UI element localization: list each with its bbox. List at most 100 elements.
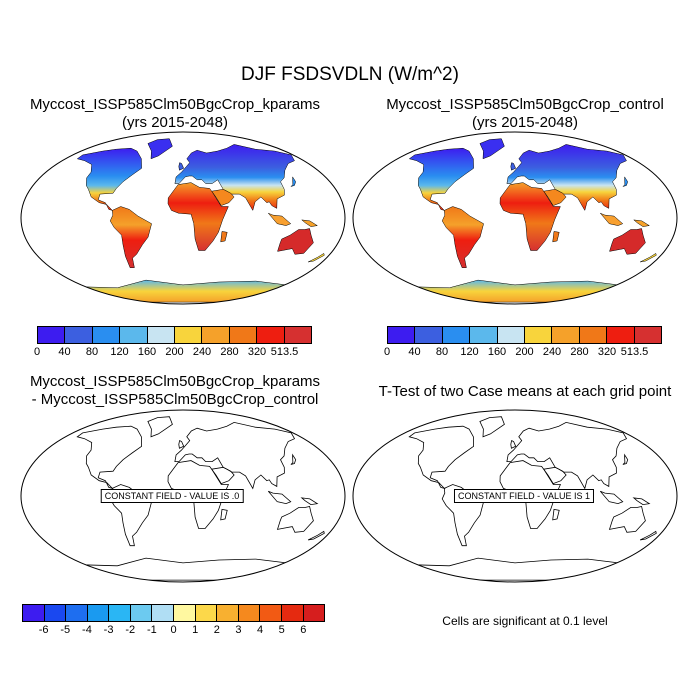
panel-2-title: Myccost_ISSP585Clm50BgcCrop_control (yrs…: [350, 96, 700, 132]
panel-2-title-line1: Myccost_ISSP585Clm50BgcCrop_control: [386, 96, 664, 113]
colorbar-abs-left-tick-label: 0: [33, 346, 41, 358]
landmass-madagascar: [552, 231, 560, 243]
map-border: [20, 409, 346, 583]
colorbar-abs-left-tick-label: 513.5: [270, 346, 299, 358]
significance-note: Cells are significant at 0.1 level: [442, 614, 608, 628]
colorbar-abs-right-swatch: [552, 327, 580, 343]
colorbar-diff-tick-label: -4: [82, 624, 92, 636]
landmass-uk: [178, 162, 185, 171]
landmass-greenland: [147, 416, 173, 438]
map-svg: [20, 131, 346, 305]
colorbar-diff-swatch: [152, 605, 175, 621]
landmass-indonesia: [267, 490, 292, 505]
landmass-indonesia: [599, 490, 624, 505]
colorbar-abs-left-swatch: [284, 327, 312, 343]
colorbar-abs-left-swatch: [175, 327, 203, 343]
colorbar-abs-right-tick-label: 160: [487, 346, 507, 358]
panel-2-title-line2: (yrs 2015-2048): [472, 114, 578, 131]
landmass-madagascar: [552, 508, 560, 521]
landmass-japan: [290, 176, 296, 187]
colorbar-diff-swatch: [303, 605, 325, 621]
colorbar-abs-left-swatch: [229, 327, 258, 343]
colorbar-abs-right-tick-label: 40: [408, 346, 421, 358]
landmass-eurasia: [506, 144, 627, 212]
landmass-australia: [276, 506, 314, 533]
colorbar-diff-tick-label: -2: [125, 624, 136, 636]
colorbar-abs-right-swatch: [579, 327, 608, 343]
landmass-australia: [277, 228, 314, 255]
panel-4-title-line1: T-Test of two Case means at each grid po…: [378, 383, 672, 400]
landmass-newguinea: [300, 497, 319, 506]
colorbar-abs-left-swatch: [120, 327, 148, 343]
colorbar-diff-swatch: [130, 605, 153, 621]
panel-1-title-line1: Myccost_ISSP585Clm50BgcCrop_kparams: [29, 96, 321, 113]
colorbar-diff-tick-label: -6: [38, 624, 49, 636]
landmass-uk: [178, 440, 185, 449]
colorbar-abs-left-tick-label: 200: [165, 346, 184, 358]
map-svg: [352, 131, 678, 305]
landmass-japan: [290, 453, 297, 465]
landmass-nz: [639, 253, 657, 263]
panel-1-title-line2: (yrs 2015-2048): [122, 114, 228, 131]
colorbar-abs-left-swatch: [92, 327, 121, 343]
map-svg: [352, 409, 678, 583]
landmass-greenland: [479, 416, 505, 438]
colorbar-diff-tick-label: 1: [192, 624, 199, 636]
colorbar-diff-swatch: [281, 605, 304, 621]
colorbar-abs-left: [37, 326, 312, 344]
landmass-newguinea: [633, 219, 651, 227]
landmass-indonesia: [600, 212, 624, 226]
colorbar-diff-swatch: [195, 605, 218, 621]
landmass-japan: [622, 453, 629, 465]
landmass-namerica: [76, 425, 143, 490]
landmass-uk: [510, 162, 517, 171]
map-panel-2: [352, 131, 678, 305]
landmass-greenland: [147, 138, 173, 160]
landmass-samerica: [109, 206, 152, 268]
colorbar-abs-left-ticks: 0 40 80 120 160 200 240 280 320 513.5: [33, 346, 312, 360]
landmass-uk: [510, 440, 517, 449]
colorbar-abs-right-ticks: 0 40 80 120 160 200 240 280 320 513.5: [383, 346, 662, 360]
colorbar-abs-left-swatch: [257, 327, 285, 343]
colorbar-diff-ticks: -6 -5 -4 -3 -2 -1 0 1 2 3 4 5 6: [22, 624, 325, 638]
colorbar-abs-right-swatch: [525, 327, 553, 343]
colorbar-abs-right-swatch: [634, 327, 662, 343]
panel-4-title: T-Test of two Case means at each grid po…: [350, 383, 700, 401]
landmass-antarctica: [82, 279, 288, 303]
landmass-eurasia: [174, 421, 296, 490]
landmass-africa: [499, 182, 561, 251]
panel-3-title-line1: Myccost_ISSP585Clm50BgcCrop_kparams: [29, 373, 321, 390]
map-panel-4: [352, 409, 678, 583]
constant-field-label-ttest: CONSTANT FIELD - VALUE IS 1: [453, 489, 595, 503]
colorbar-abs-left-tick-label: 280: [220, 346, 239, 358]
colorbar-abs-left-tick-label: 80: [85, 346, 99, 358]
landmass-australia: [609, 228, 646, 255]
colorbar-diff-tick-label: -1: [146, 624, 157, 636]
panel-1-title: Myccost_ISSP585Clm50BgcCrop_kparams (yrs…: [0, 96, 350, 132]
colorbar-abs-right-swatch: [388, 327, 416, 343]
colorbar-diff-swatch: [23, 605, 45, 621]
landmass-namerica: [408, 425, 475, 490]
landmass-africa: [167, 182, 229, 251]
colorbar-abs-right-tick-label: 0: [383, 346, 391, 358]
map-panel-3: [20, 409, 346, 583]
colorbar-diff-tick-label: 6: [300, 624, 307, 636]
colorbar-diff: [22, 604, 325, 622]
colorbar-diff-tick-label: 2: [213, 624, 220, 636]
landmass-antarctica: [414, 279, 620, 303]
colorbar-abs-right-tick-label: 120: [460, 346, 479, 358]
landmass-arabia: [211, 189, 235, 206]
landmass-japan: [622, 176, 628, 187]
map-svg: [20, 409, 346, 583]
landmass-nz: [307, 253, 325, 263]
colorbar-diff-swatch: [174, 605, 196, 621]
constant-field-label-diff: CONSTANT FIELD - VALUE IS .0: [100, 489, 244, 503]
map-border: [20, 131, 346, 305]
map-border: [352, 131, 678, 305]
colorbar-abs-left-tick-label: 320: [247, 346, 267, 358]
landmass-arabia: [542, 466, 567, 485]
colorbar-diff-tick-label: 0: [170, 624, 177, 636]
landmass-madagascar: [220, 508, 228, 521]
landmass-newguinea: [301, 219, 319, 227]
landmass-antarctica: [82, 557, 288, 581]
